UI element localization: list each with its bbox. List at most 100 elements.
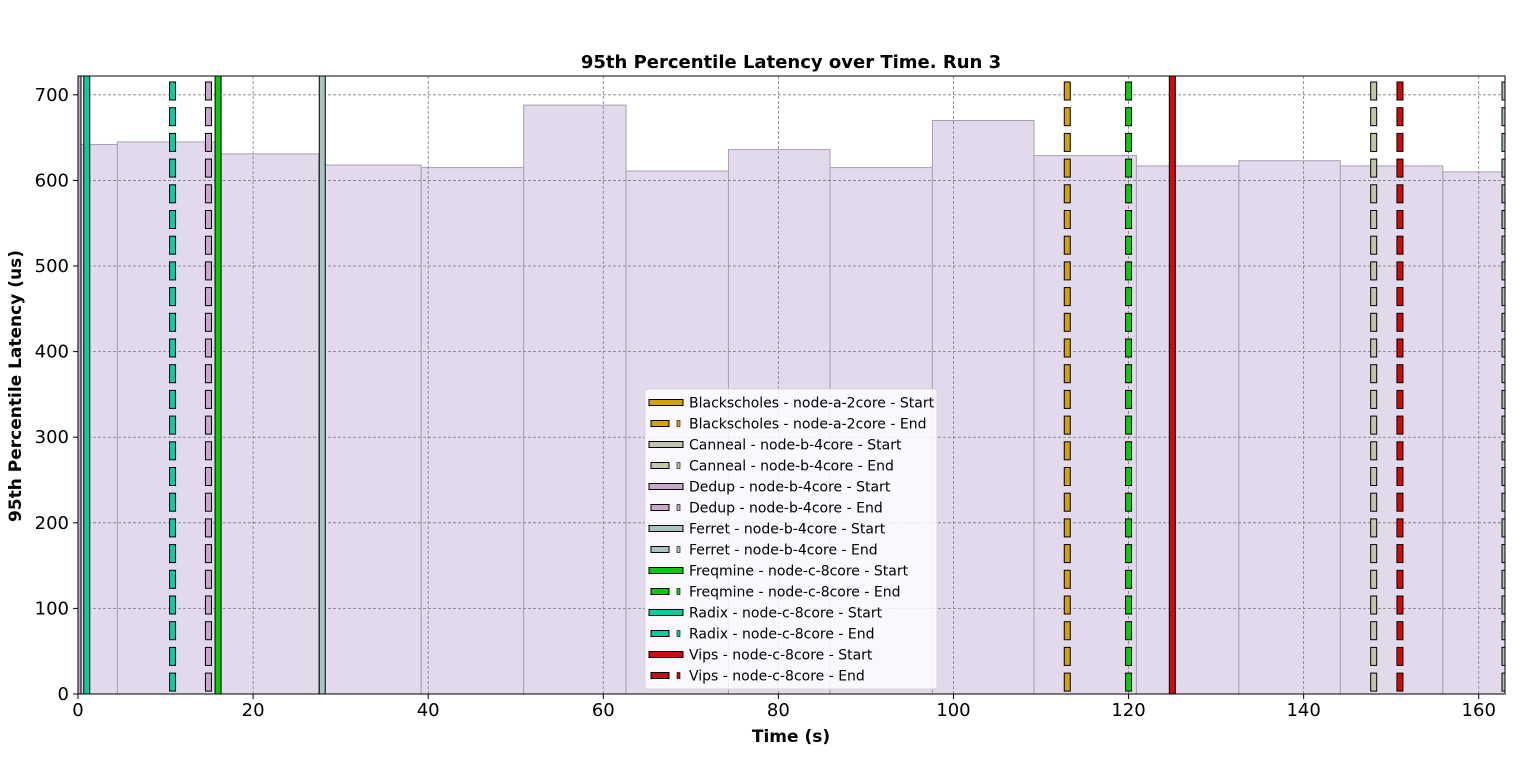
event-end-dash [1396, 364, 1404, 384]
event-end-dash [1370, 595, 1378, 615]
event-end-dash [169, 441, 177, 461]
event-end-dash [1370, 312, 1378, 332]
event-end-dash [1370, 210, 1378, 229]
legend-swatch-start [648, 567, 684, 574]
event-end-dash [1125, 158, 1133, 178]
event-end-dash [1125, 338, 1133, 358]
legend-swatch-dash [676, 504, 681, 511]
event-end-dash [204, 81, 212, 101]
event-end-dash [1396, 81, 1404, 101]
event-end-dash [169, 518, 177, 538]
event-end-dash [1396, 467, 1404, 486]
event-start-line [78, 76, 82, 694]
event-end-dash [1370, 415, 1378, 435]
legend-label: Radix - node-c-8core - End [689, 627, 875, 643]
x-tick-label: 60 [592, 700, 615, 721]
event-end-dash [1396, 646, 1404, 666]
event-end-dash [204, 184, 212, 204]
legend-swatch-dash [650, 630, 670, 637]
y-tick-label: 300 [35, 427, 69, 448]
x-tick-label: 20 [242, 700, 265, 721]
event-start-line [214, 76, 222, 694]
event-end-dash [204, 132, 212, 152]
event-end-dash [1125, 646, 1133, 666]
legend-swatch-dash [676, 462, 681, 469]
event-end-dash [204, 210, 212, 229]
legend-label: Canneal - node-b-4core - Start [689, 438, 902, 454]
event-end-dash [1125, 184, 1133, 204]
event-end-dash [1396, 544, 1404, 564]
event-end-dash [169, 158, 177, 178]
event-end-dash [1125, 132, 1133, 152]
event-end-line [1125, 81, 1133, 692]
event-end-dash [204, 621, 212, 641]
event-end-dash [1370, 158, 1378, 178]
event-end-dash [1501, 518, 1505, 538]
event-end-dash [1125, 672, 1133, 692]
legend-swatch-dash [676, 630, 681, 637]
event-end-dash [1396, 621, 1404, 641]
event-end-dash [1396, 158, 1404, 178]
legend-label: Blackscholes - node-a-2core - End [689, 417, 926, 433]
event-end-dash [169, 235, 177, 255]
event-end-dash [1370, 492, 1378, 512]
plot-frame [77, 75, 1506, 695]
event-end-dash [1501, 646, 1505, 666]
legend-label: Vips - node-c-8core - Start [689, 648, 873, 664]
event-end-dash [1063, 467, 1071, 486]
event-end-dash [169, 338, 177, 358]
event-end-dash [1396, 235, 1404, 255]
latency-bar [1033, 155, 1137, 694]
event-end-dash [1396, 287, 1404, 307]
event-end-dash [204, 569, 212, 589]
x-tick-label: 0 [72, 700, 83, 721]
legend-swatch-dash [650, 588, 670, 595]
event-end-dash [1501, 492, 1505, 512]
x-tick-label: 100 [936, 700, 970, 721]
event-end-dash [169, 364, 177, 384]
event-end-dash [1370, 467, 1378, 486]
event-end-dash [1396, 415, 1404, 435]
event-end-line [1501, 81, 1505, 692]
legend-swatch-dash [650, 420, 670, 427]
legend-swatch-start [648, 399, 684, 406]
legend-box [644, 388, 938, 690]
legend-swatch-end [650, 588, 681, 595]
bars-group [78, 104, 1505, 694]
event-end-dash [1125, 81, 1133, 101]
event-end-dash [1370, 544, 1378, 564]
latency-bar [214, 153, 320, 694]
event-end-dash [204, 441, 212, 461]
event-end-dash [1501, 467, 1505, 486]
x-axis-title: Time (s) [752, 727, 830, 747]
event-end-dash [1370, 364, 1378, 384]
event-end-dash [1501, 441, 1505, 461]
event-start-line [1168, 76, 1176, 694]
event-end-dash [1396, 184, 1404, 204]
event-end-dash [1501, 338, 1505, 358]
event-end-dash [1501, 595, 1505, 615]
legend-label: Canneal - node-b-4core - End [689, 459, 894, 475]
event-end-line [169, 81, 177, 692]
event-end-dash [1063, 338, 1071, 358]
y-tick-label: 600 [35, 170, 69, 191]
event-end-dash [204, 338, 212, 358]
event-end-dash [1396, 338, 1404, 358]
legend-swatch-dash [650, 462, 670, 469]
latency-bar [318, 164, 422, 694]
event-end-dash [169, 544, 177, 564]
event-end-dash [1396, 672, 1404, 692]
event-end-dash [1396, 389, 1404, 409]
event-end-dash [1063, 621, 1071, 641]
legend-swatch-end [650, 504, 681, 511]
event-end-dash [1063, 595, 1071, 615]
event-end-dash [169, 261, 177, 281]
y-axis-title: 95th Percentile Latency (us) [6, 250, 26, 522]
event-end-dash [1501, 621, 1505, 641]
event-end-dash [1370, 672, 1378, 692]
event-end-dash [1370, 132, 1378, 152]
event-end-dash [1125, 261, 1133, 281]
event-end-dash [1063, 646, 1071, 666]
legend-swatch-end [650, 462, 681, 469]
